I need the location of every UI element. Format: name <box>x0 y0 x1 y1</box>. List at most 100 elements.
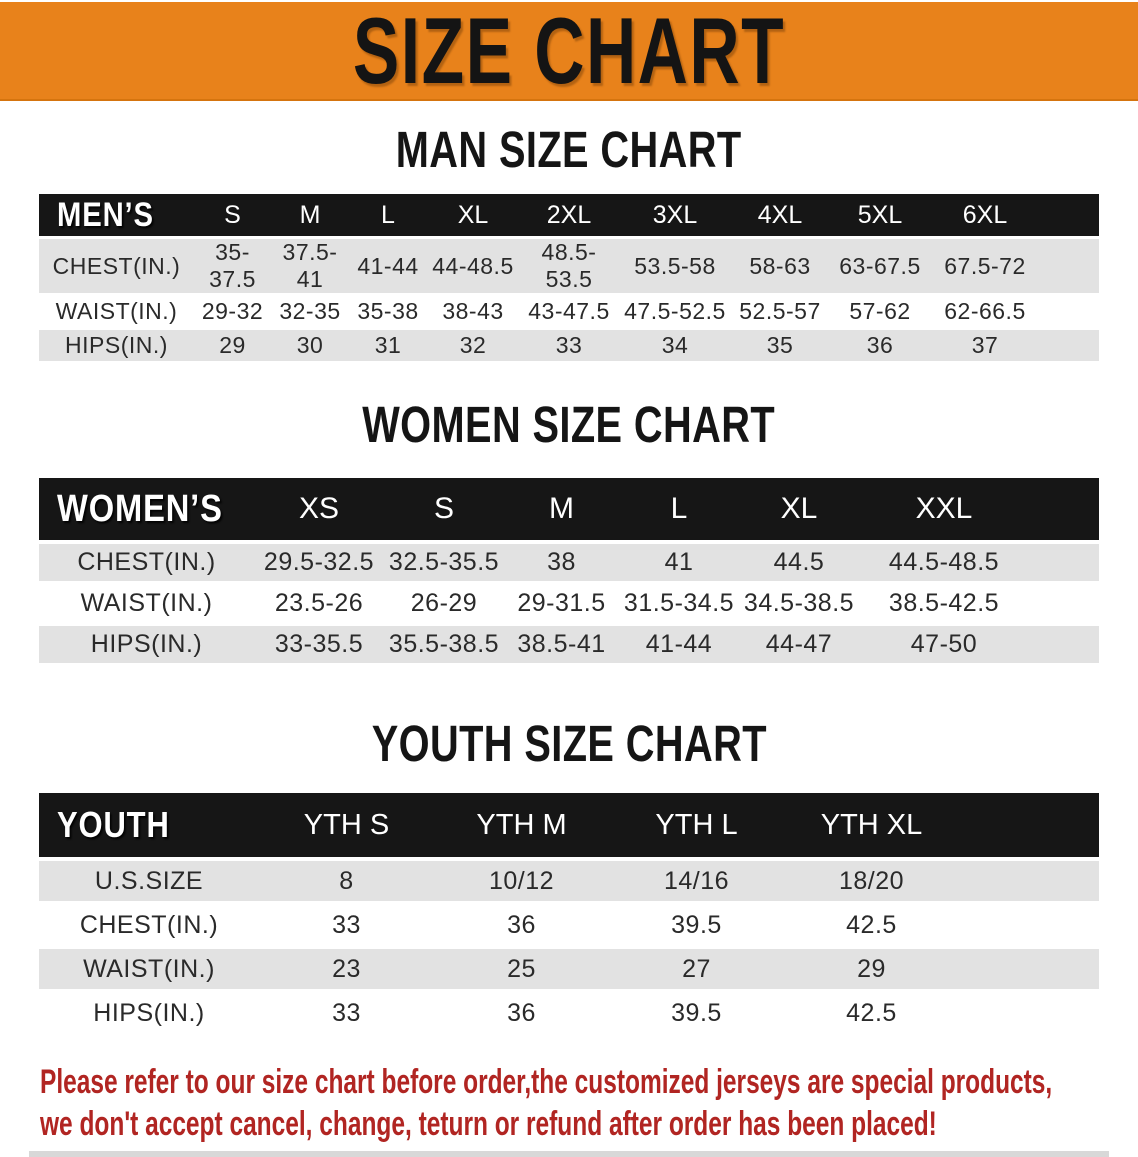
men-row-hips: HIPS(IN.) 29 30 31 32 33 34 35 36 37 <box>39 330 1099 361</box>
cell-filler <box>959 861 1099 901</box>
cell: 41 <box>619 544 739 581</box>
youth-corner-label: YOUTH <box>57 804 170 845</box>
youth-section-heading-text: YOUTH SIZE CHART <box>371 715 767 772</box>
women-section-heading-text: WOMEN SIZE CHART <box>362 396 776 453</box>
cell: 42.5 <box>784 905 959 945</box>
men-col-6xl: 6XL <box>931 194 1039 236</box>
row-label: CHEST(IN.) <box>39 544 254 581</box>
band-filler <box>1029 478 1099 540</box>
page-title: SIZE CHART <box>352 0 786 103</box>
women-col-l: L <box>619 478 739 540</box>
women-corner-cell: WOMEN’S <box>39 478 254 540</box>
cell: 35 <box>731 330 829 361</box>
youth-section: YOUTH SIZE CHART YOUTH YTH S YTH M YTH L… <box>0 715 1138 1037</box>
cell: 38-43 <box>427 296 519 327</box>
men-col-2xl: 2XL <box>519 194 619 236</box>
cell: 52.5-57 <box>731 296 829 327</box>
cell: 32 <box>427 330 519 361</box>
cell: 35-37.5 <box>194 239 271 293</box>
men-section-heading: MAN SIZE CHART <box>0 121 1138 178</box>
cell: 29 <box>194 330 271 361</box>
row-label: HIPS(IN.) <box>39 626 254 663</box>
men-section-heading-text: MAN SIZE CHART <box>396 121 742 178</box>
cell: 34 <box>619 330 731 361</box>
row-label: WAIST(IN.) <box>39 585 254 622</box>
women-corner-label: WOMEN’S <box>57 487 223 530</box>
row-label: CHEST(IN.) <box>39 239 194 293</box>
row-label: U.S.SIZE <box>39 861 259 901</box>
men-row-waist: WAIST(IN.) 29-32 32-35 35-38 38-43 43-47… <box>39 296 1099 327</box>
cell: 67.5-72 <box>931 239 1039 293</box>
cell-filler <box>959 993 1099 1033</box>
cell: 58-63 <box>731 239 829 293</box>
youth-size-table: YOUTH YTH S YTH M YTH L YTH XL U.S.SIZE … <box>39 789 1099 1037</box>
row-label: WAIST(IN.) <box>39 949 259 989</box>
cell: 36 <box>829 330 931 361</box>
youth-col-s: YTH S <box>259 793 434 857</box>
cell: 39.5 <box>609 905 784 945</box>
men-col-4xl: 4XL <box>731 194 829 236</box>
cell-filler <box>1029 544 1099 581</box>
cell: 33 <box>259 993 434 1033</box>
cell: 29-31.5 <box>504 585 619 622</box>
cell-filler <box>1039 239 1099 293</box>
men-size-table: MEN’S S M L XL 2XL 3XL 4XL 5XL 6XL CHEST… <box>39 191 1099 364</box>
cell: 39.5 <box>609 993 784 1033</box>
cell: 53.5-58 <box>619 239 731 293</box>
men-col-5xl: 5XL <box>829 194 931 236</box>
cell: 47.5-52.5 <box>619 296 731 327</box>
cell: 38.5-42.5 <box>859 585 1029 622</box>
cell: 44.5 <box>739 544 859 581</box>
youth-row-waist: WAIST(IN.) 23 25 27 29 <box>39 949 1099 989</box>
cell: 29-32 <box>194 296 271 327</box>
cell: 23.5-26 <box>254 585 384 622</box>
cell-filler <box>1029 585 1099 622</box>
cell: 29 <box>784 949 959 989</box>
cell: 47-50 <box>859 626 1029 663</box>
cell: 29.5-32.5 <box>254 544 384 581</box>
cell: 48.5-53.5 <box>519 239 619 293</box>
cell: 26-29 <box>384 585 504 622</box>
cell: 57-62 <box>829 296 931 327</box>
men-section: MAN SIZE CHART MEN’S S M L XL 2XL 3XL <box>0 121 1138 364</box>
women-section: WOMEN SIZE CHART WOMEN’S XS S M L XL XXL <box>0 396 1138 667</box>
cell-filler <box>959 949 1099 989</box>
cell: 10/12 <box>434 861 609 901</box>
women-row-chest: CHEST(IN.) 29.5-32.5 32.5-35.5 38 41 44.… <box>39 544 1099 581</box>
cell: 41-44 <box>619 626 739 663</box>
men-row-chest: CHEST(IN.) 35-37.5 37.5-41 41-44 44-48.5… <box>39 239 1099 293</box>
row-label: HIPS(IN.) <box>39 993 259 1033</box>
band-filler <box>959 793 1099 857</box>
men-col-m: M <box>271 194 349 236</box>
cell: 38.5-41 <box>504 626 619 663</box>
cell: 44.5-48.5 <box>859 544 1029 581</box>
cell: 33-35.5 <box>254 626 384 663</box>
cell-filler <box>959 905 1099 945</box>
cell: 14/16 <box>609 861 784 901</box>
youth-col-l: YTH L <box>609 793 784 857</box>
cell: 42.5 <box>784 993 959 1033</box>
cell: 63-67.5 <box>829 239 931 293</box>
cell: 31 <box>349 330 427 361</box>
women-col-xxl: XXL <box>859 478 1029 540</box>
cell: 35.5-38.5 <box>384 626 504 663</box>
men-corner-cell: MEN’S <box>39 194 194 236</box>
women-section-heading: WOMEN SIZE CHART <box>0 396 1138 453</box>
women-col-xl: XL <box>739 478 859 540</box>
banner: SIZE CHART <box>0 2 1138 101</box>
cell: 36 <box>434 993 609 1033</box>
cell: 33 <box>519 330 619 361</box>
women-col-m: M <box>504 478 619 540</box>
disclaimer-line2: we don't accept cancel, change, teturn o… <box>40 1105 937 1143</box>
cell: 23 <box>259 949 434 989</box>
cell: 18/20 <box>784 861 959 901</box>
men-col-l: L <box>349 194 427 236</box>
cell: 44-47 <box>739 626 859 663</box>
men-header-row: MEN’S S M L XL 2XL 3XL 4XL 5XL 6XL <box>39 194 1099 236</box>
row-label: WAIST(IN.) <box>39 296 194 327</box>
women-col-s: S <box>384 478 504 540</box>
cell: 36 <box>434 905 609 945</box>
youth-section-heading: YOUTH SIZE CHART <box>0 715 1138 772</box>
bottom-divider <box>29 1151 1109 1157</box>
cell-filler <box>1039 296 1099 327</box>
